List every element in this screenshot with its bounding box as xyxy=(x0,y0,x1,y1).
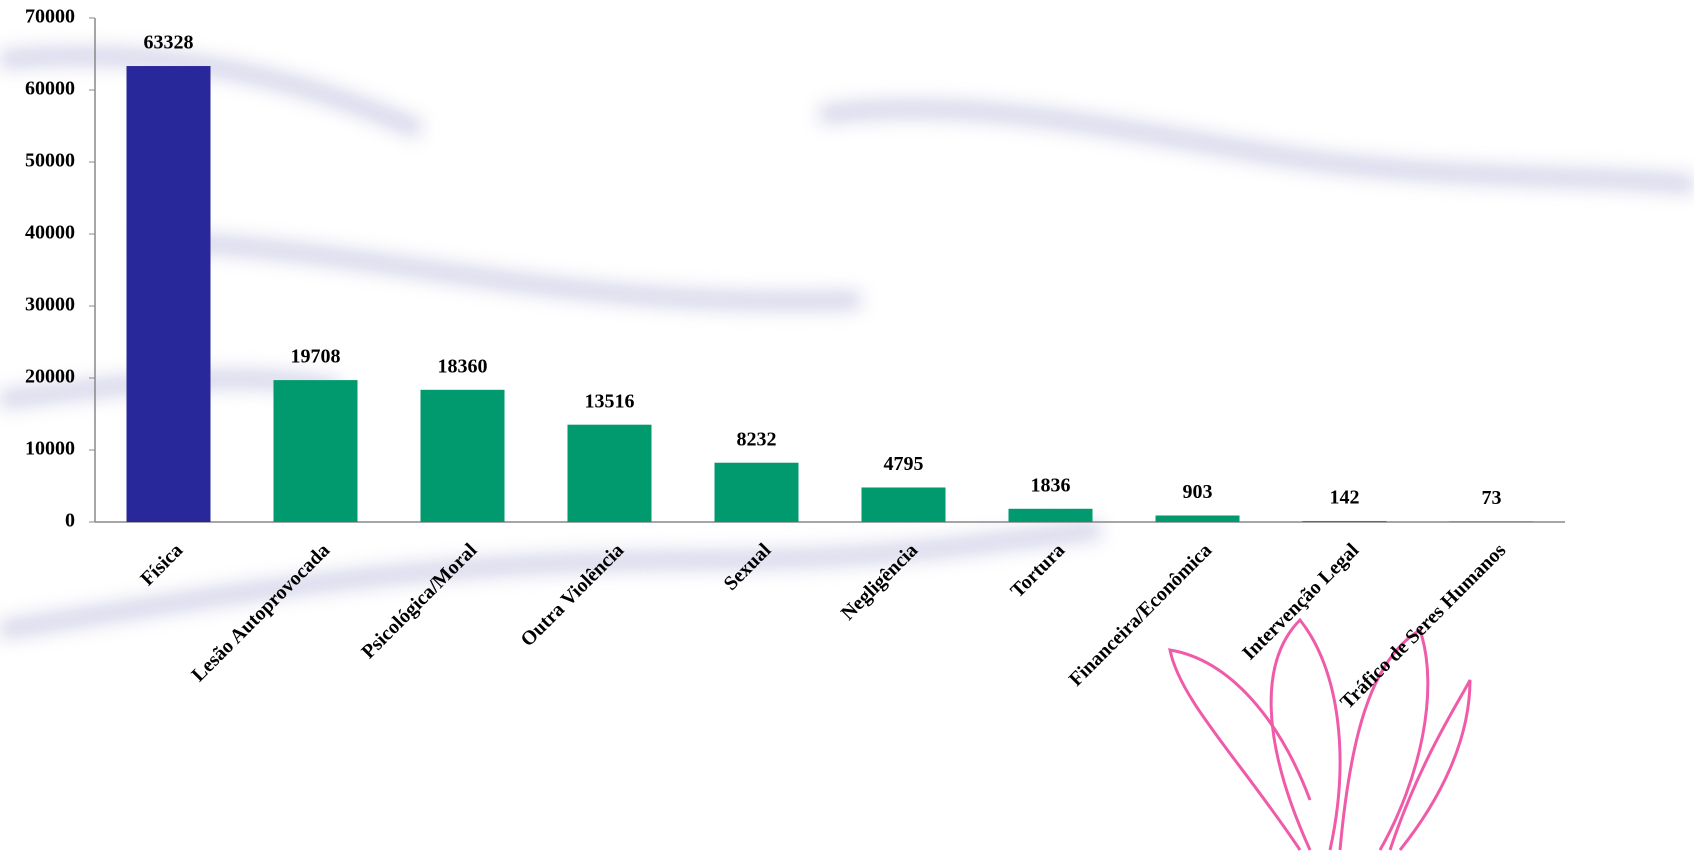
lotus-decoration xyxy=(1168,617,1472,851)
y-tick-label: 0 xyxy=(65,510,75,532)
value-label: 4795 xyxy=(884,453,924,475)
y-tick-label: 40000 xyxy=(25,222,75,244)
x-tick-label: Física xyxy=(136,539,187,590)
x-tick-label: Intervenção Legal xyxy=(1238,539,1363,664)
value-label: 1836 xyxy=(1031,474,1071,496)
value-label: 73 xyxy=(1482,487,1502,509)
x-tick-label: Financeira/Econômica xyxy=(1065,539,1216,690)
value-label: 63328 xyxy=(144,32,194,54)
bar xyxy=(861,487,946,522)
y-tick-label: 70000 xyxy=(25,6,75,28)
value-label: 903 xyxy=(1183,481,1213,503)
y-tick-label: 50000 xyxy=(25,150,75,172)
bar xyxy=(273,380,358,522)
bar xyxy=(1449,521,1534,522)
bar xyxy=(567,424,652,522)
background-decoration xyxy=(0,47,1694,639)
value-label: 142 xyxy=(1330,487,1360,509)
x-tick-label: Psicológica/Moral xyxy=(357,539,481,663)
bar xyxy=(126,66,211,523)
bar xyxy=(1302,520,1387,522)
y-tick-label: 30000 xyxy=(25,294,75,316)
bar xyxy=(714,462,799,522)
y-tick-label: 60000 xyxy=(25,78,75,100)
value-label: 13516 xyxy=(585,390,635,412)
x-tick-label: Lesão Autoprovocada xyxy=(187,539,334,686)
bar xyxy=(1155,515,1240,522)
value-label: 19708 xyxy=(291,346,341,368)
x-tick-label: Tráfico de Seres Humanos xyxy=(1336,539,1510,713)
value-label: 18360 xyxy=(438,355,488,377)
y-tick-label: 10000 xyxy=(25,438,75,460)
bar xyxy=(420,389,505,522)
value-label: 8232 xyxy=(737,428,777,450)
bar xyxy=(1008,508,1093,522)
y-tick-label: 20000 xyxy=(25,366,75,388)
